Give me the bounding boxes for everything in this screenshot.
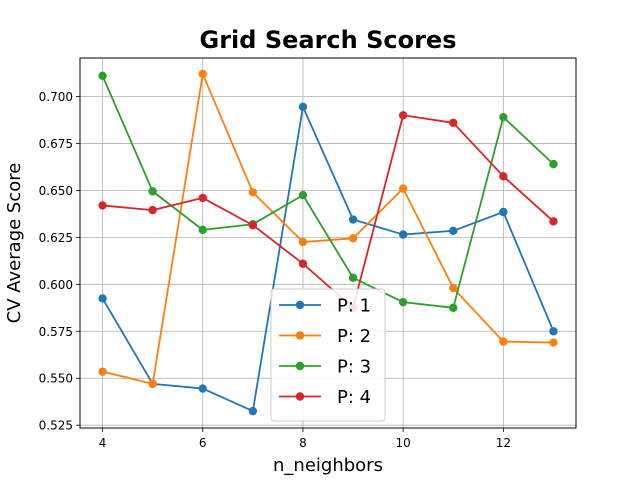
data-point xyxy=(248,406,258,416)
data-point xyxy=(98,201,107,210)
data-point xyxy=(148,187,157,196)
data-point xyxy=(449,226,458,235)
data-point xyxy=(298,102,308,112)
plot-frame xyxy=(79,57,577,429)
legend-label: P: 2 xyxy=(337,326,371,347)
series-4 xyxy=(98,111,558,312)
data-point xyxy=(549,327,558,336)
data-point xyxy=(499,207,508,217)
chart-title: Grid Search Scores xyxy=(200,26,457,54)
y-tick-label: 0.525 xyxy=(39,419,73,433)
data-point xyxy=(449,303,458,312)
y-tick-label: 0.700 xyxy=(39,90,73,104)
x-tick-label: 8 xyxy=(299,436,307,450)
x-axis-ticks: 4 6 8 10 12 xyxy=(99,428,511,450)
y-axis-title: CV Average Score xyxy=(4,163,25,324)
data-point xyxy=(398,297,408,307)
data-point xyxy=(499,172,508,181)
data-point xyxy=(398,184,408,193)
data-point xyxy=(398,230,408,239)
data-point xyxy=(449,283,458,293)
data-point xyxy=(148,205,157,215)
legend-marker xyxy=(295,331,305,340)
data-point xyxy=(198,384,207,393)
legend-item: P: 1 xyxy=(279,296,371,317)
series-2 xyxy=(98,69,558,389)
series-line xyxy=(101,75,555,309)
x-tick-label: 6 xyxy=(199,436,207,450)
legend-label: P: 3 xyxy=(337,357,371,378)
y-tick-label: 0.575 xyxy=(39,325,73,339)
data-point xyxy=(549,217,558,226)
data-point xyxy=(298,190,308,200)
x-tick-label: 12 xyxy=(496,436,511,450)
data-point xyxy=(98,367,107,376)
data-point xyxy=(148,379,157,389)
x-tick-label: 10 xyxy=(396,436,411,450)
data-point xyxy=(398,111,408,120)
data-point xyxy=(98,71,107,81)
data-point xyxy=(198,225,207,235)
x-axis-title: n_neighbors xyxy=(273,455,383,476)
legend-item: P: 3 xyxy=(279,357,371,378)
y-tick-label: 0.625 xyxy=(39,231,73,245)
legend-marker xyxy=(295,392,305,401)
data-point xyxy=(549,159,558,169)
data-point xyxy=(198,193,207,203)
series-line xyxy=(102,73,554,385)
data-point xyxy=(198,69,207,79)
series-line xyxy=(101,105,555,413)
data-point xyxy=(549,338,558,347)
legend-item: P: 4 xyxy=(279,387,371,408)
y-tick-label: 0.675 xyxy=(39,137,73,151)
data-point xyxy=(348,215,358,224)
legend-marker xyxy=(295,300,305,310)
y-axis-ticks: 0.525 0.550 0.575 0.600 0.625 0.650 0.675 0.700 xyxy=(39,90,80,433)
y-tick-label: 0.550 xyxy=(39,372,73,386)
data-point xyxy=(98,294,107,303)
data-point xyxy=(298,237,308,247)
data-point xyxy=(248,220,258,230)
data-point xyxy=(449,118,458,127)
series-3 xyxy=(98,71,558,312)
legend: P: 1 P: 2 P: 3 P: 4 xyxy=(270,288,386,422)
series-1 xyxy=(98,102,558,416)
legend-label: P: 4 xyxy=(337,387,371,408)
data-point xyxy=(298,259,308,268)
data-point xyxy=(248,188,258,197)
legend-marker xyxy=(295,361,305,371)
data-point xyxy=(348,234,358,243)
y-tick-label: 0.650 xyxy=(39,184,73,198)
series-line xyxy=(102,114,555,309)
y-tick-label: 0.600 xyxy=(39,278,73,292)
legend-box xyxy=(270,288,386,422)
data-point xyxy=(499,337,508,346)
legend-item: P: 2 xyxy=(279,326,371,347)
series-layer xyxy=(98,69,558,416)
data-point xyxy=(348,273,358,282)
grid-lines xyxy=(80,58,576,428)
legend-label: P: 1 xyxy=(337,296,371,317)
x-tick-label: 4 xyxy=(99,436,107,450)
data-point xyxy=(499,112,508,122)
